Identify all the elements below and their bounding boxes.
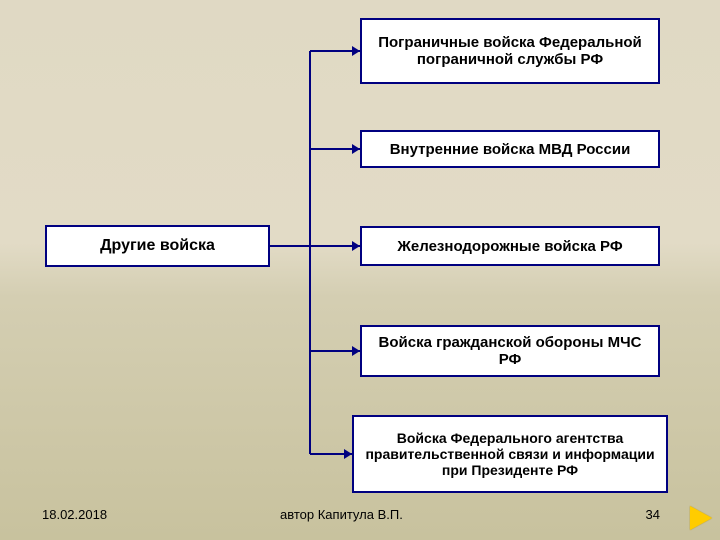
target-box-label: Пограничные войска Федеральной пограничн…: [370, 34, 650, 68]
footer-date-text: 18.02.2018: [42, 507, 107, 522]
target-box-label: Внутренние войска МВД России: [390, 141, 631, 158]
target-box-label: Железнодорожные войска РФ: [397, 238, 622, 255]
footer-page-text: 34: [646, 507, 660, 522]
target-box-label: Войска Федерального агентства правительс…: [362, 430, 658, 478]
footer-author-text: автор Капитула В.П.: [280, 507, 403, 522]
target-box: Железнодорожные войска РФ: [360, 226, 660, 266]
footer-page: 34: [646, 507, 660, 522]
source-box-label: Другие войска: [100, 237, 215, 255]
source-box: Другие войска: [45, 225, 270, 267]
target-box: Внутренние войска МВД России: [360, 130, 660, 168]
target-box: Пограничные войска Федеральной пограничн…: [360, 18, 660, 84]
target-box: Войска Федерального агентства правительс…: [352, 415, 668, 493]
next-slide-arrow-icon[interactable]: [690, 506, 712, 530]
target-box-label: Войска гражданской обороны МЧС РФ: [370, 334, 650, 368]
footer-author: автор Капитула В.П.: [280, 507, 403, 522]
footer-date: 18.02.2018: [42, 507, 107, 522]
target-box: Войска гражданской обороны МЧС РФ: [360, 325, 660, 377]
